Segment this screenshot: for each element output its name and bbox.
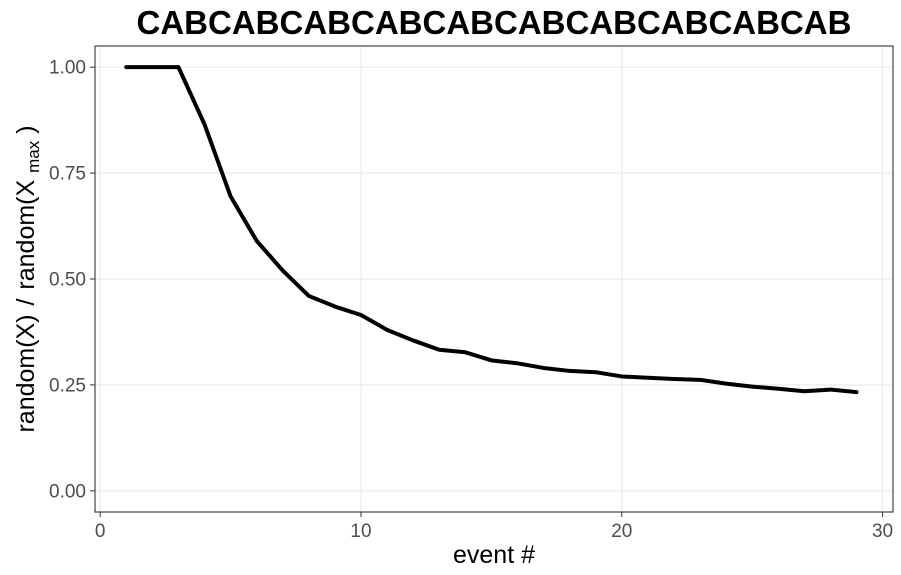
series-layer [124, 65, 859, 395]
y-axis-title-separator: / [12, 298, 40, 305]
x-axis-title: event # [453, 541, 535, 569]
y-tick-label-4: 1.00 [49, 58, 86, 79]
x-tick-label-2: 20 [611, 521, 632, 542]
y-tick-label-0: 0.00 [49, 481, 86, 502]
y-tick-label-1: 0.25 [49, 375, 86, 396]
y-axis-title-prefix: random(X) [12, 314, 40, 432]
y-axis-title: random(X) / random(X max ) [12, 125, 45, 432]
chart-title: CABCABCABCABCABCABCABCABCABCAB [137, 4, 852, 41]
y-axis-title-suffix: ) [12, 125, 40, 133]
ticks-layer: 0.00 0.25 0.50 0.75 1.00 0 10 20 30 [49, 58, 893, 542]
y-tick-label-2: 0.50 [49, 270, 86, 291]
grid-layer [95, 46, 893, 512]
series-line-0 [124, 65, 859, 395]
x-tick-label-3: 30 [872, 521, 893, 542]
y-axis-title-middle: random(X [12, 179, 40, 289]
y-tick-label-3: 0.75 [49, 164, 86, 185]
y-axis-title-subscript: max [24, 140, 43, 173]
x-tick-label-0: 0 [95, 521, 106, 542]
x-tick-label-1: 10 [350, 521, 371, 542]
